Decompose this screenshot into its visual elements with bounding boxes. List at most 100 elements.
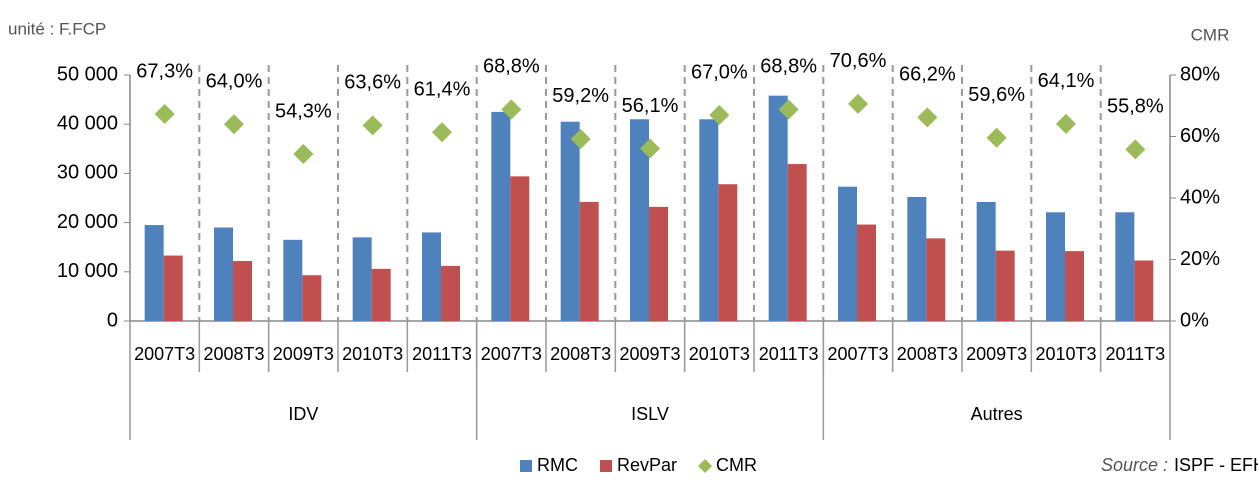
bar — [1065, 251, 1084, 321]
x-tick-label: 2011T3 — [1105, 344, 1165, 364]
x-tick-label: 2009T3 — [273, 344, 334, 364]
bar — [1046, 212, 1065, 321]
marker — [709, 104, 730, 125]
legend-label: RMC — [537, 455, 578, 475]
data-label: 66,2% — [899, 64, 956, 86]
bar — [768, 95, 788, 321]
x-tick-label: 2008T3 — [897, 344, 958, 364]
marker — [570, 128, 591, 149]
y-tick-label: 20 000 — [57, 211, 118, 233]
marker — [293, 144, 314, 165]
marker — [1125, 139, 1146, 160]
source-label: Source : — [1101, 455, 1168, 475]
bar — [560, 121, 580, 322]
marker — [778, 99, 799, 120]
x-tick-label: 2010T3 — [689, 344, 750, 364]
group-label: Autres — [971, 404, 1023, 424]
marker — [362, 115, 383, 136]
marker — [501, 99, 522, 120]
data-label: 67,3% — [136, 60, 193, 82]
data-label: 68,8% — [483, 56, 540, 78]
marker — [640, 138, 660, 159]
bar — [163, 255, 183, 321]
x-tick-label: 2007T3 — [134, 344, 195, 364]
bar — [579, 201, 599, 321]
legend-swatch — [600, 460, 612, 472]
bar — [510, 176, 530, 321]
bar — [144, 225, 164, 321]
legend-swatch — [520, 460, 532, 472]
data-label: 64,0% — [206, 70, 263, 92]
data-label: 67,0% — [691, 61, 748, 83]
marker — [848, 93, 868, 114]
bar — [976, 201, 996, 321]
bar — [907, 197, 927, 321]
data-label: 59,6% — [968, 84, 1025, 106]
data-label: 63,6% — [344, 72, 401, 94]
bar — [233, 260, 252, 321]
data-label: 68,8% — [760, 56, 817, 78]
data-label: 64,1% — [1038, 70, 1095, 92]
bar — [857, 224, 876, 321]
group-label: ISLV — [631, 404, 669, 424]
y2-tick-label: 20% — [1180, 248, 1220, 270]
bar — [787, 164, 807, 321]
bar — [491, 111, 511, 322]
marker — [1056, 113, 1076, 134]
bar — [926, 238, 946, 321]
bar — [649, 206, 668, 321]
data-label: 55,8% — [1107, 96, 1164, 118]
y-tick-label: 10 000 — [57, 260, 118, 282]
marker — [154, 104, 175, 125]
y2-tick-label: 40% — [1180, 186, 1220, 208]
x-tick-label: 2010T3 — [1035, 344, 1096, 364]
x-tick-label: 2007T3 — [827, 344, 888, 364]
data-label: 61,4% — [414, 78, 471, 100]
bar — [352, 237, 372, 321]
legend-label: RevPar — [617, 455, 677, 475]
data-label: 54,3% — [275, 100, 332, 122]
bar — [995, 250, 1015, 321]
x-tick-label: 2011T3 — [759, 344, 819, 364]
bar — [838, 186, 857, 321]
bar — [302, 275, 322, 321]
source: ISPF - EFH — [1174, 455, 1258, 475]
bar — [630, 119, 649, 321]
y2-tick-label: 80% — [1180, 63, 1220, 85]
x-tick-label: 2010T3 — [342, 344, 403, 364]
data-label: 70,6% — [830, 50, 887, 72]
marker — [224, 114, 244, 135]
bar — [371, 268, 391, 321]
x-tick-label: 2007T3 — [481, 344, 542, 364]
legend-swatch — [698, 459, 713, 473]
x-tick-label: 2008T3 — [550, 344, 611, 364]
y-tick-label: 50 000 — [57, 63, 118, 85]
bar — [1134, 260, 1154, 321]
bar — [718, 184, 738, 321]
bar — [699, 119, 719, 321]
bar — [1115, 212, 1135, 321]
marker — [986, 127, 1007, 148]
bar — [441, 265, 460, 321]
y-tick-label: 0 — [107, 309, 118, 331]
bar — [214, 227, 233, 321]
y2-axis-label: CMR — [1191, 25, 1230, 44]
y-tick-label: 40 000 — [57, 112, 118, 134]
unit-label: unité : F.FCP — [8, 19, 106, 38]
data-label: 59,2% — [552, 85, 609, 107]
x-tick-label: 2009T3 — [966, 344, 1027, 364]
x-tick-label: 2011T3 — [412, 344, 472, 364]
marker — [432, 122, 452, 143]
x-tick-label: 2008T3 — [203, 344, 264, 364]
x-tick-label: 2009T3 — [619, 344, 680, 364]
data-label: 56,1% — [622, 95, 679, 117]
bar — [283, 239, 303, 321]
marker — [917, 107, 938, 128]
group-label: IDV — [288, 404, 318, 424]
legend-label: CMR — [716, 455, 757, 475]
y2-tick-label: 0% — [1180, 309, 1209, 331]
bar — [422, 232, 441, 321]
y-tick-label: 30 000 — [57, 162, 118, 184]
y2-tick-label: 60% — [1180, 125, 1220, 147]
